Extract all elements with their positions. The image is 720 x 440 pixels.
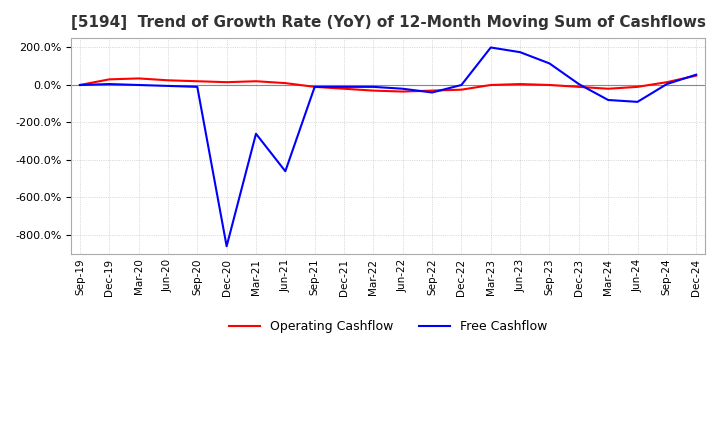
Operating Cashflow (252, 79, 261, 84)
Free Cashflow (487, 45, 495, 50)
Free Cashflow (310, 84, 319, 89)
Operating Cashflow (310, 84, 319, 89)
Free Cashflow (516, 50, 524, 55)
Legend: Operating Cashflow, Free Cashflow: Operating Cashflow, Free Cashflow (224, 315, 552, 338)
Free Cashflow (662, 81, 671, 87)
Operating Cashflow (545, 82, 554, 88)
Line: Free Cashflow: Free Cashflow (80, 48, 696, 246)
Free Cashflow (575, 81, 583, 87)
Operating Cashflow (575, 84, 583, 89)
Free Cashflow (281, 169, 289, 174)
Free Cashflow (369, 84, 378, 89)
Free Cashflow (428, 90, 436, 95)
Operating Cashflow (604, 86, 613, 92)
Free Cashflow (604, 97, 613, 103)
Operating Cashflow (163, 78, 172, 83)
Line: Operating Cashflow: Operating Cashflow (80, 76, 696, 92)
Free Cashflow (193, 84, 202, 89)
Operating Cashflow (516, 81, 524, 87)
Operating Cashflow (105, 77, 114, 82)
Operating Cashflow (281, 81, 289, 86)
Operating Cashflow (398, 89, 407, 94)
Free Cashflow (545, 61, 554, 66)
Operating Cashflow (222, 80, 231, 85)
Free Cashflow (340, 84, 348, 89)
Operating Cashflow (76, 82, 84, 88)
Free Cashflow (457, 82, 466, 88)
Operating Cashflow (633, 84, 642, 89)
Operating Cashflow (134, 76, 143, 81)
Operating Cashflow (428, 88, 436, 93)
Free Cashflow (398, 86, 407, 92)
Free Cashflow (76, 82, 84, 88)
Free Cashflow (163, 83, 172, 88)
Operating Cashflow (487, 82, 495, 88)
Free Cashflow (134, 82, 143, 88)
Free Cashflow (633, 99, 642, 105)
Operating Cashflow (457, 87, 466, 92)
Operating Cashflow (340, 86, 348, 92)
Free Cashflow (222, 244, 231, 249)
Operating Cashflow (193, 79, 202, 84)
Free Cashflow (692, 72, 701, 77)
Operating Cashflow (369, 88, 378, 93)
Title: [5194]  Trend of Growth Rate (YoY) of 12-Month Moving Sum of Cashflows: [5194] Trend of Growth Rate (YoY) of 12-… (71, 15, 706, 30)
Free Cashflow (252, 131, 261, 136)
Operating Cashflow (662, 80, 671, 85)
Free Cashflow (105, 81, 114, 87)
Operating Cashflow (692, 73, 701, 78)
